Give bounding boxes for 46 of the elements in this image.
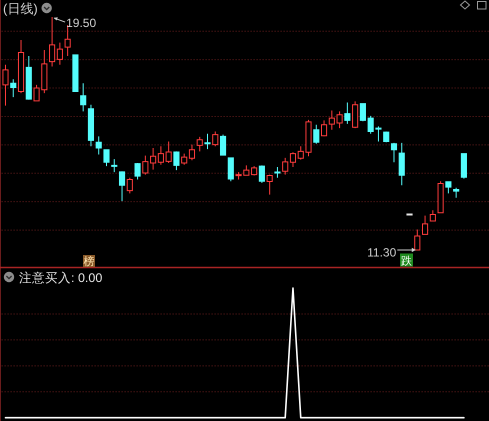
candlestick	[383, 131, 390, 143]
candlestick	[126, 177, 133, 194]
candlestick	[18, 40, 24, 94]
candlestick	[453, 187, 460, 198]
candlestick	[88, 104, 94, 147]
candlestick	[111, 158, 118, 173]
annotation: 11.30	[367, 245, 397, 260]
annotation: 榜	[84, 255, 94, 268]
chart-title: 注意买入: 0.00	[19, 271, 102, 285]
candlestick	[41, 49, 48, 94]
candlestick	[438, 180, 444, 214]
candlestick	[34, 84, 40, 102]
candlestick	[445, 180, 452, 194]
candlestick	[422, 215, 428, 235]
candlestick	[118, 170, 126, 202]
candlestick	[103, 149, 110, 167]
candlestick	[2, 64, 9, 106]
candlestick	[352, 100, 358, 129]
candlestick	[313, 124, 320, 144]
candlestick	[204, 133, 211, 150]
candlestick	[430, 210, 436, 222]
candlestick	[212, 131, 218, 147]
candlestick	[460, 153, 467, 180]
candlestick	[220, 134, 226, 156]
candlestick	[56, 42, 63, 66]
annotation: 19.50	[66, 16, 96, 30]
candlestick	[80, 82, 86, 112]
candlestick	[173, 150, 180, 171]
candlestick	[236, 172, 242, 180]
candlestick	[375, 126, 382, 142]
candlestick	[320, 120, 328, 137]
candlestick	[266, 174, 273, 196]
candlestick	[390, 142, 398, 163]
annotation: 跌	[401, 256, 412, 268]
chart-title: (日线)	[3, 1, 38, 16]
candlestick	[26, 55, 32, 100]
candlestick	[274, 166, 280, 178]
candlestick	[72, 54, 78, 92]
candlestick	[96, 136, 102, 156]
candlestick	[196, 136, 203, 152]
candlestick	[398, 142, 405, 186]
candlestick	[228, 157, 234, 182]
candlestick	[344, 102, 350, 124]
candlestick	[258, 164, 265, 184]
candlestick	[10, 78, 16, 98]
candlestick	[134, 162, 141, 180]
